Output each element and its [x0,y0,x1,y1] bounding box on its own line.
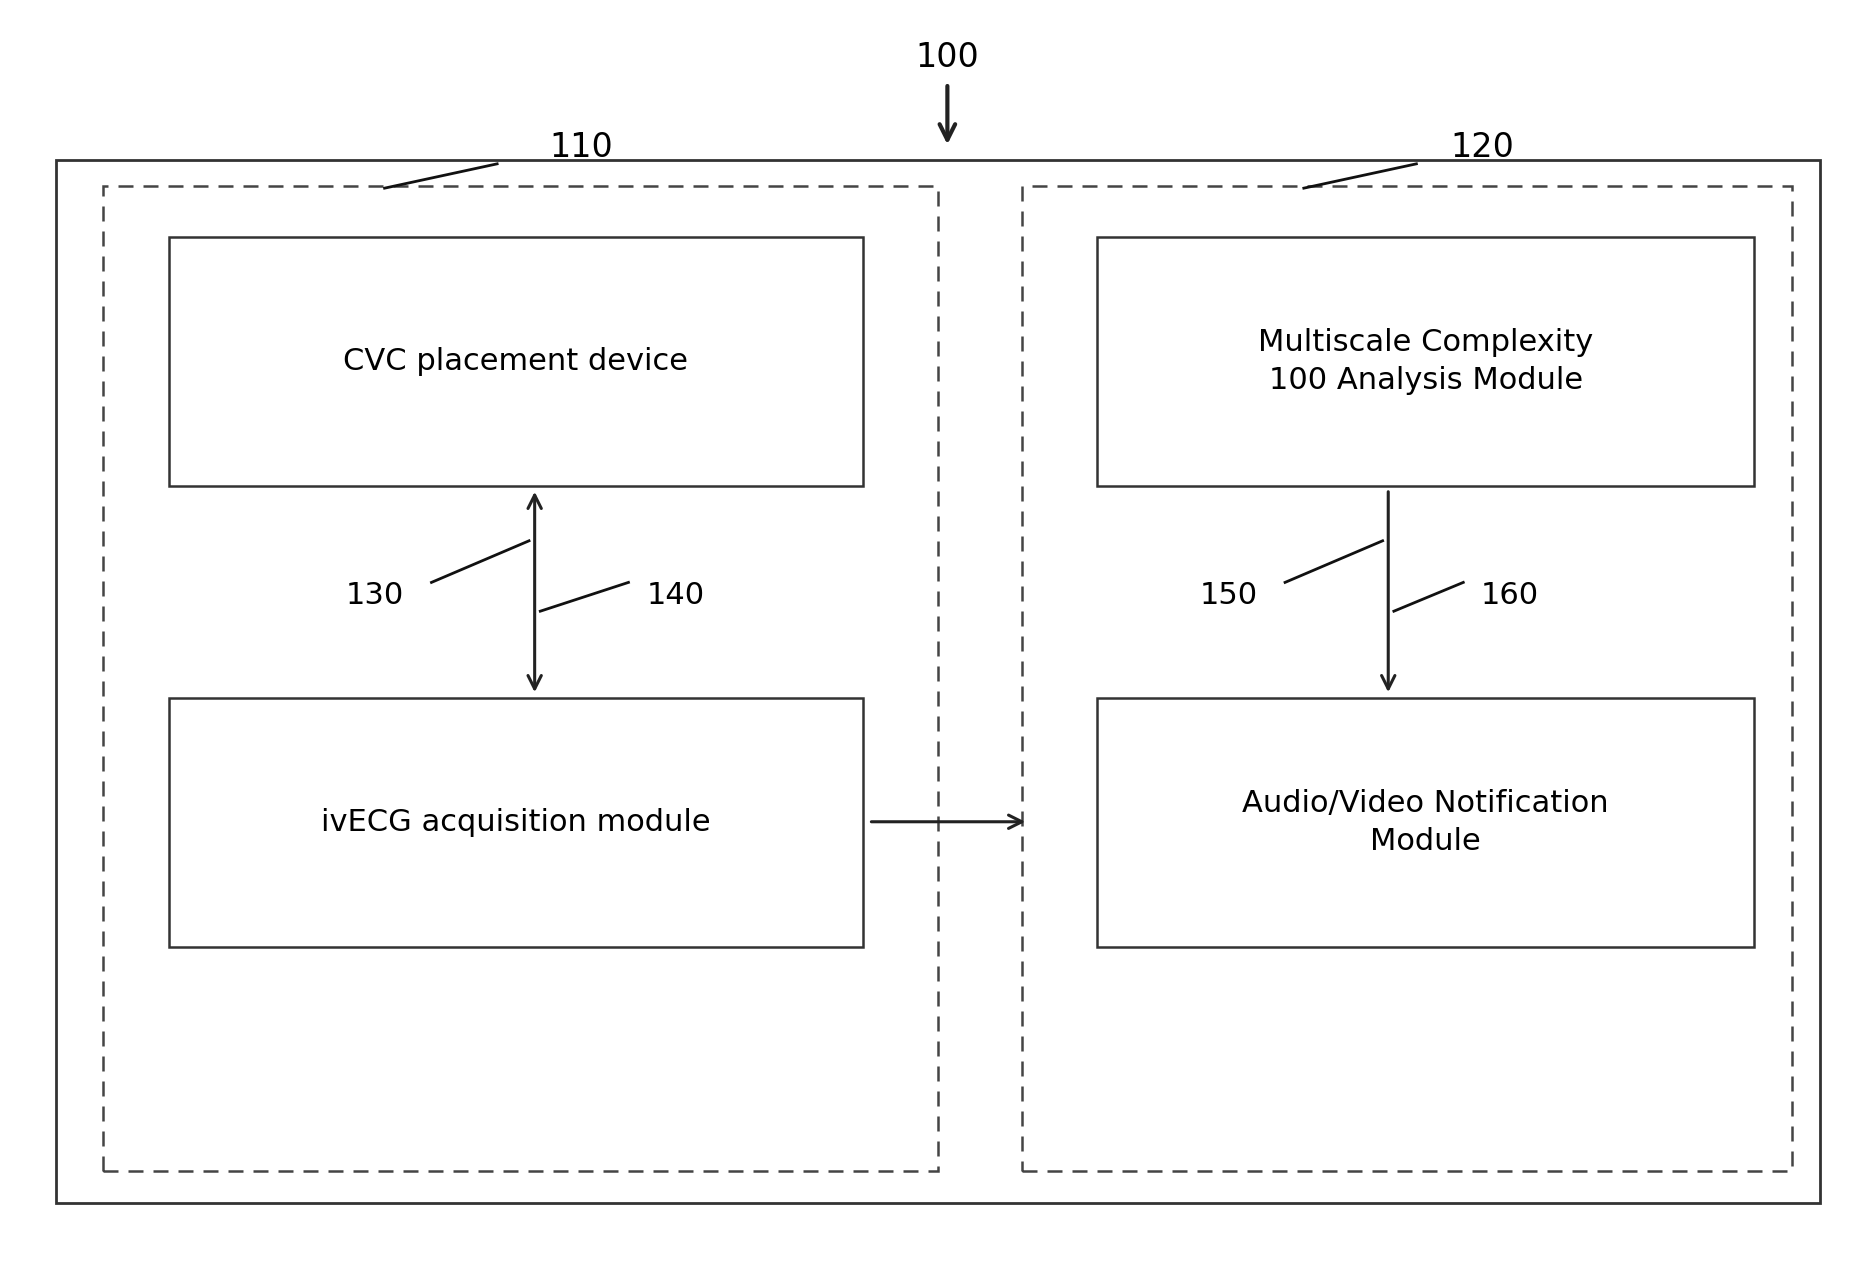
Bar [1097,237,1754,486]
Bar [1022,186,1792,1171]
Text: Multiscale Complexity
100 Analysis Module: Multiscale Complexity 100 Analysis Modul… [1259,328,1593,396]
Text: 150: 150 [1201,581,1257,609]
Text: ivECG acquisition module: ivECG acquisition module [321,808,711,837]
Text: 140: 140 [647,581,704,609]
Bar [1097,698,1754,947]
Bar [169,237,863,486]
Text: 130: 130 [345,581,405,609]
Text: 100: 100 [915,41,979,74]
Bar [169,698,863,947]
Bar [56,160,1820,1203]
Text: 110: 110 [550,131,613,164]
Text: Audio/Video Notification
Module: Audio/Video Notification Module [1242,788,1610,856]
Text: 120: 120 [1450,131,1514,164]
Text: CVC placement device: CVC placement device [343,347,688,376]
Bar [103,186,938,1171]
Text: 160: 160 [1482,581,1538,609]
